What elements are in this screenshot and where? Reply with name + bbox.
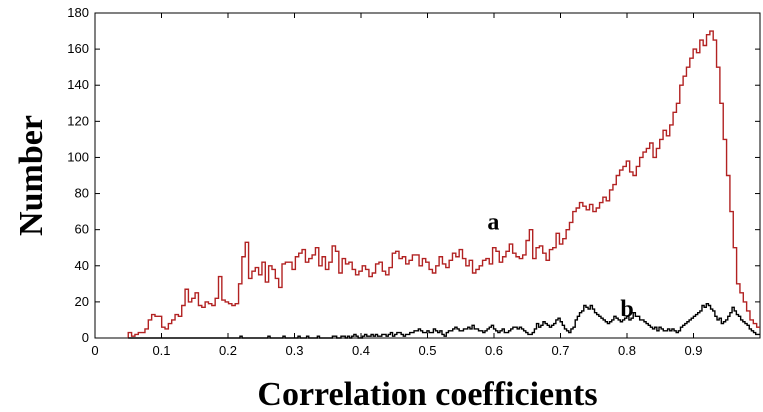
y-axis-ticks: 0 20 40 60 80 100 120 140 160 180 bbox=[67, 5, 760, 345]
x-tick-label: 0.4 bbox=[352, 343, 370, 358]
series-b-line bbox=[128, 302, 760, 339]
x-tick-label: 0.8 bbox=[618, 343, 636, 358]
y-tick-label: 60 bbox=[75, 222, 89, 237]
y-tick-label: 100 bbox=[67, 149, 89, 164]
y-tick-label: 180 bbox=[67, 5, 89, 20]
x-tick-label: 0.9 bbox=[684, 343, 702, 358]
x-tick-label: 0.2 bbox=[219, 343, 237, 358]
plot-frame bbox=[94, 12, 761, 339]
x-tick-label: 0.1 bbox=[152, 343, 170, 358]
series-a-label: a bbox=[487, 210, 499, 236]
x-axis-title: Correlation coefficients bbox=[257, 376, 597, 412]
series-layer bbox=[127, 30, 760, 339]
y-tick-label: 80 bbox=[75, 186, 89, 201]
x-tick-label: 0 bbox=[91, 343, 98, 358]
y-axis-title: Number bbox=[13, 115, 50, 236]
y-tick-label: 20 bbox=[75, 294, 89, 309]
y-tick-label: 0 bbox=[82, 330, 89, 345]
y-tick-label: 160 bbox=[67, 41, 89, 56]
plot-area bbox=[94, 12, 761, 339]
y-tick-label: 120 bbox=[67, 113, 89, 128]
x-tick-label: 0.5 bbox=[418, 343, 436, 358]
x-tick-label: 0.6 bbox=[485, 343, 503, 358]
x-tick-label: 0.3 bbox=[285, 343, 303, 358]
x-tick-label: 0.7 bbox=[551, 343, 569, 358]
series-b-label: b bbox=[620, 296, 633, 322]
series-a-line bbox=[127, 30, 760, 338]
series-labels: ab bbox=[487, 210, 633, 323]
x-axis-ticks: 0 0.1 0.2 0.3 0.4 0.5 0.6 0.7 0.8 0.9 bbox=[91, 13, 703, 358]
y-tick-label: 40 bbox=[75, 258, 89, 273]
y-tick-label: 140 bbox=[67, 77, 89, 92]
